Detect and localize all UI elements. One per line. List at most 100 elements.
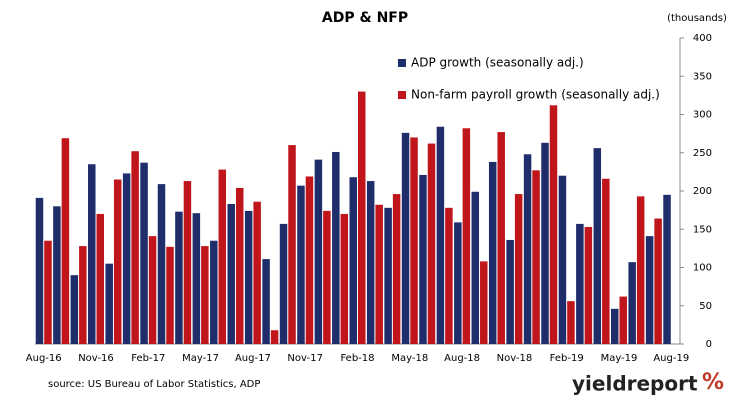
- chart-title: ADP & NFP: [322, 10, 408, 26]
- bar: [541, 142, 549, 344]
- bar: [323, 210, 331, 344]
- x-tick-label: Nov-17: [287, 353, 323, 364]
- bar: [35, 197, 44, 344]
- y-tick-label: 100: [693, 263, 712, 274]
- bar: [96, 213, 105, 344]
- bar: [288, 145, 296, 344]
- bar: [471, 191, 480, 344]
- bar: [175, 211, 183, 344]
- bar: [253, 201, 261, 344]
- y-tick-label: 0: [706, 339, 712, 350]
- bar: [593, 148, 602, 344]
- y-axis-label: (thousands): [667, 13, 727, 24]
- bar: [279, 223, 288, 344]
- bar: [375, 204, 383, 344]
- bar: [244, 210, 253, 344]
- bar: [436, 126, 445, 345]
- bar: [576, 223, 584, 344]
- logo: yieldreport: [572, 372, 698, 396]
- bar: [384, 207, 392, 344]
- legend-label: Non-farm payroll growth (seasonally adj.…: [411, 88, 660, 102]
- bar: [358, 91, 366, 344]
- bar: [567, 301, 575, 344]
- bar: [419, 174, 427, 344]
- bar: [218, 169, 227, 344]
- legend-swatch: [398, 91, 406, 99]
- y-tick-label: 400: [693, 33, 712, 44]
- x-tick-label: Aug-16: [26, 353, 62, 364]
- bar: [584, 226, 593, 344]
- bar: [454, 222, 462, 344]
- bar: [148, 236, 157, 344]
- bar: [462, 128, 471, 344]
- bar: [192, 213, 201, 344]
- bar: [183, 181, 192, 344]
- bar: [70, 275, 79, 344]
- y-tick-label: 250: [693, 148, 712, 159]
- bar: [305, 176, 314, 344]
- bar: [488, 161, 497, 344]
- bar: [663, 194, 671, 344]
- bar: [349, 177, 357, 344]
- bar: [157, 184, 166, 344]
- x-tick-label: Aug-19: [653, 353, 689, 364]
- x-tick-label: Feb-17: [131, 353, 165, 364]
- bar: [497, 132, 505, 344]
- x-tick-label: Feb-18: [340, 353, 374, 364]
- bar: [122, 173, 131, 344]
- y-tick-label: 350: [693, 71, 712, 82]
- bar: [270, 330, 279, 344]
- y-tick-label: 200: [693, 186, 712, 197]
- bar: [113, 179, 122, 344]
- bar: [549, 105, 558, 344]
- bar: [602, 178, 610, 344]
- bar: [262, 259, 270, 344]
- bar: [297, 185, 305, 344]
- source: source: US Bureau of Labor Statistics, A…: [48, 379, 260, 390]
- bar: [314, 159, 323, 344]
- y-tick-label: 300: [693, 110, 712, 121]
- legend-swatch: [398, 59, 406, 67]
- y-tick-label: 150: [693, 224, 712, 235]
- y-tick-label: 50: [699, 301, 712, 312]
- bar: [401, 132, 410, 344]
- bar: [619, 296, 627, 344]
- bar: [61, 138, 70, 344]
- bar: [105, 263, 113, 344]
- bar: [506, 239, 514, 344]
- x-tick-label: Aug-18: [444, 353, 480, 364]
- bar: [140, 162, 148, 344]
- bar: [166, 246, 174, 344]
- bar: [645, 236, 654, 344]
- x-tick-label: May-18: [391, 353, 428, 364]
- bar: [610, 308, 619, 344]
- bar: [88, 164, 96, 344]
- bar: [514, 194, 523, 344]
- bar: [366, 181, 375, 344]
- x-tick-label: Nov-18: [497, 353, 533, 364]
- bar: [235, 187, 244, 344]
- bar: [201, 246, 209, 344]
- bar: [636, 196, 645, 344]
- bar: [53, 206, 61, 344]
- legend-label: ADP growth (seasonally adj.): [411, 56, 584, 70]
- bar: [654, 218, 662, 344]
- bar: [332, 151, 340, 344]
- bar: [532, 170, 540, 344]
- x-tick-label: May-19: [601, 353, 638, 364]
- bar: [340, 213, 349, 344]
- bar: [410, 137, 418, 344]
- bar: [44, 240, 52, 344]
- bar: [480, 261, 488, 344]
- bar: [558, 175, 567, 344]
- x-tick-label: Feb-19: [550, 353, 584, 364]
- bar: [445, 207, 453, 344]
- x-tick-label: Nov-16: [78, 353, 114, 364]
- x-tick-label: Aug-17: [235, 353, 271, 364]
- bar: [392, 194, 401, 344]
- bar: [427, 143, 436, 344]
- bar: [523, 154, 532, 344]
- bar: [628, 262, 636, 344]
- bar: [131, 151, 139, 344]
